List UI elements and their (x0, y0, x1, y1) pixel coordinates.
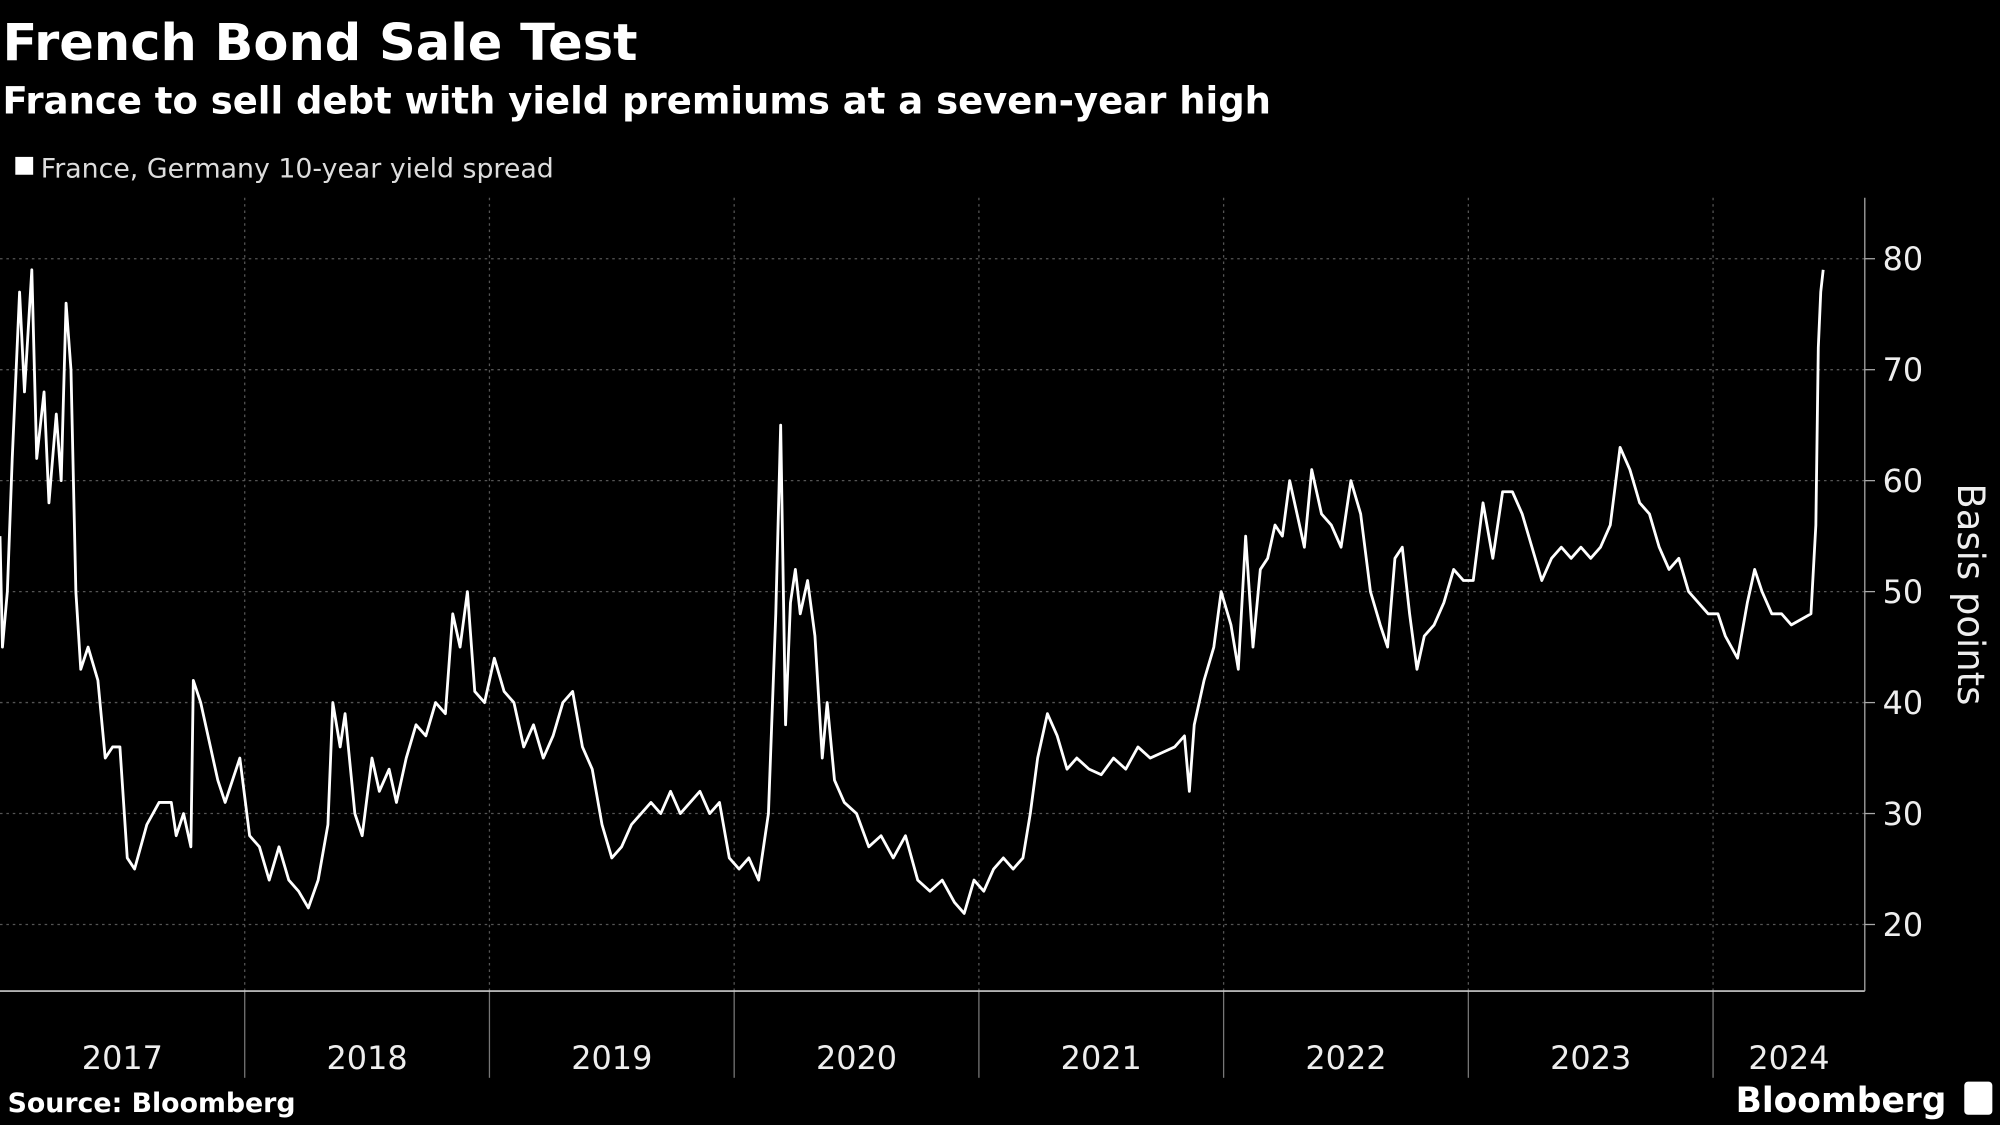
source: Source: Bloomberg (8, 1088, 296, 1119)
brand-logo: Bloomberg (1736, 1081, 1947, 1121)
chart-subtitle: France to sell debt with yield premiums … (3, 80, 1271, 123)
x-tick-label: 2019 (571, 1039, 652, 1077)
y-tick-label: 20 (1883, 906, 1924, 944)
y-tick-label: 40 (1883, 684, 1924, 722)
x-tick-label: 2020 (816, 1039, 897, 1077)
y-tick-label: 70 (1883, 351, 1924, 389)
chart-title: French Bond Sale Test (3, 14, 638, 73)
x-tick-label: 2017 (82, 1039, 163, 1077)
x-tick-label: 2023 (1550, 1039, 1631, 1077)
x-tick-label: 2021 (1061, 1039, 1142, 1077)
legend-label: France, Germany 10-year yield spread (41, 153, 554, 184)
x-tick-label: 2022 (1305, 1039, 1386, 1077)
legend-swatch (15, 156, 34, 175)
y-tick-label: 30 (1883, 795, 1924, 833)
y-tick-label: 60 (1883, 462, 1924, 500)
x-tick-label: 2018 (327, 1039, 408, 1077)
brand-icon (1964, 1081, 1993, 1115)
data-line (0, 268, 1825, 915)
y-tick-label: 50 (1883, 573, 1924, 611)
y-axis-title: Basis points (1949, 483, 1992, 705)
y-tick-label: 80 (1883, 240, 1924, 278)
x-tick-label: 2024 (1748, 1039, 1829, 1077)
